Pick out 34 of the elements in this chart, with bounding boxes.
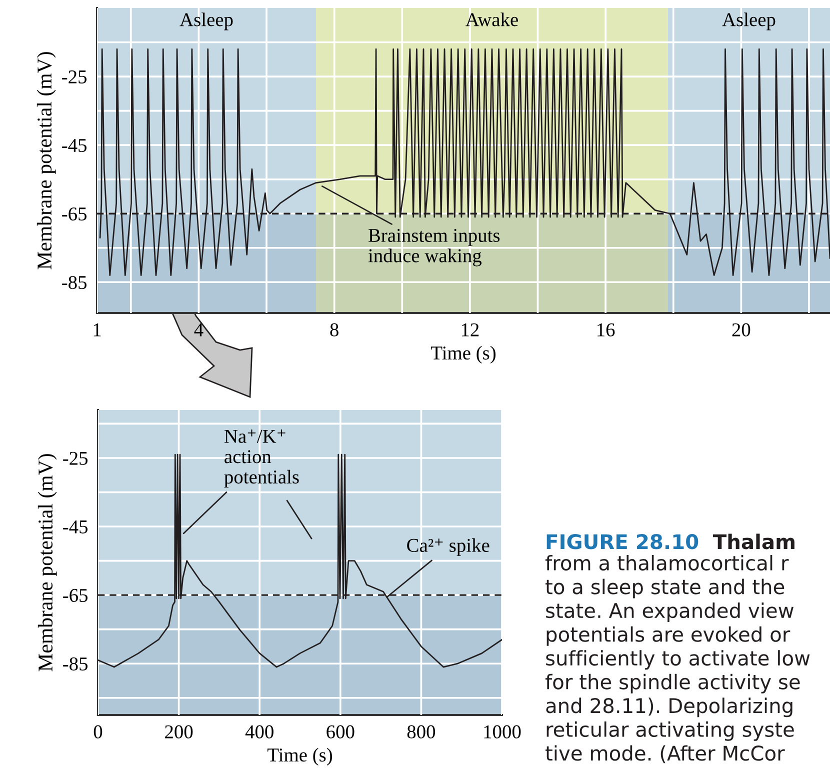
y-tick-label: -65 bbox=[63, 588, 88, 602]
x-tick-label: 800 bbox=[407, 725, 436, 738]
x-tick-label: 600 bbox=[326, 725, 354, 738]
band-label: Awake bbox=[466, 12, 518, 26]
line-series bbox=[99, 48, 830, 276]
caption: FIGURE 28.10 bbox=[546, 534, 698, 550]
x-tick-label: 20 bbox=[732, 323, 750, 336]
annotation: Na⁺/K⁺ action potentials bbox=[224, 430, 299, 488]
y-axis-title: Membrane potential (mV) bbox=[38, 454, 57, 672]
y-axis-title: Membrane potential (mV) bbox=[36, 52, 56, 270]
band-label: Asleep bbox=[722, 12, 776, 30]
x-tick-label: 200 bbox=[165, 725, 193, 738]
y-tick-label: -25 bbox=[63, 452, 88, 465]
x-tick-label: 400 bbox=[245, 725, 274, 738]
y-tick-label: -65 bbox=[62, 207, 87, 221]
y-tick-label: -45 bbox=[62, 139, 87, 152]
x-axis-title: Time (s) bbox=[267, 748, 332, 766]
y-tick-label: -85 bbox=[63, 657, 88, 671]
x-tick-label: 1 bbox=[94, 323, 101, 336]
x-tick-label: 12 bbox=[462, 323, 479, 336]
x-tick-label: 8 bbox=[330, 323, 338, 336]
x-tick-label: 0 bbox=[94, 725, 102, 738]
text: Thalam bbox=[712, 534, 794, 550]
x-tick-label: 4 bbox=[194, 323, 204, 336]
annotation: Ca²⁺ spike bbox=[407, 538, 490, 556]
annotation: Brainstem inputs induce waking bbox=[368, 228, 500, 266]
y-tick-label: -85 bbox=[62, 276, 87, 290]
y-tick-label: -25 bbox=[62, 70, 87, 84]
x-axis-title: Time (s) bbox=[430, 346, 496, 364]
text: from a thalamocortical r to a sleep state and the state. An expanded view potentials are evoked or sufficiently to activate low for the spindle activity se and 28.11). Depolarizing reticular activating syste tive mode. (After McCor bbox=[545, 555, 810, 764]
band-label: Asleep bbox=[180, 12, 233, 30]
x-tick-label: 16 bbox=[598, 323, 615, 336]
y-tick-label: -45 bbox=[63, 520, 88, 534]
x-tick-label: 1000 bbox=[484, 725, 521, 738]
